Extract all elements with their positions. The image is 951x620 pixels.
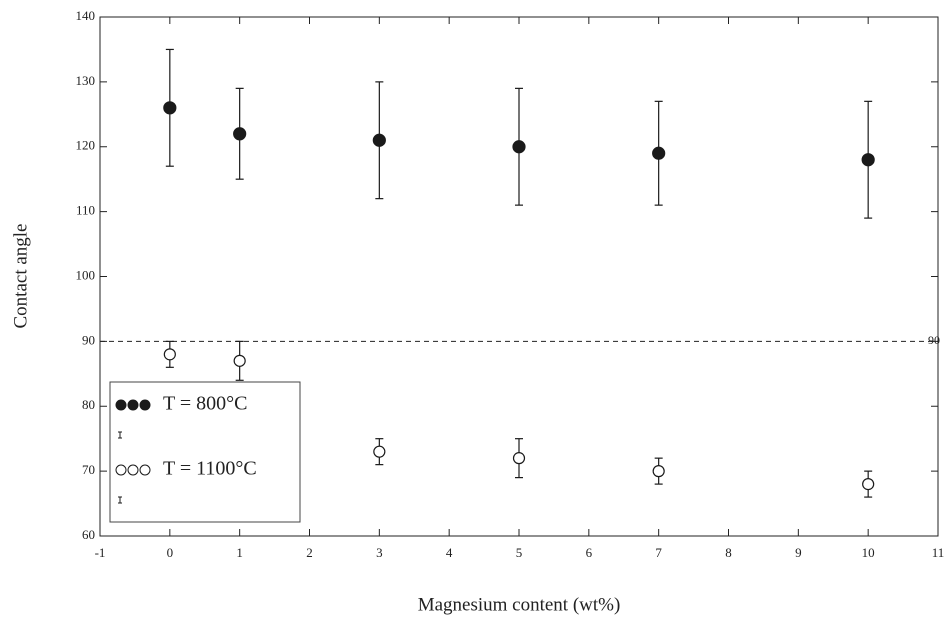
x-tick-label: 8 [725, 545, 732, 560]
legend-label: T = 800°C [163, 393, 247, 415]
y-tick-label: 110 [76, 203, 95, 218]
marker [513, 141, 525, 153]
reference-label: 90 [928, 333, 940, 347]
marker [863, 479, 874, 490]
y-tick-label: 130 [76, 73, 96, 88]
marker [653, 147, 665, 159]
x-tick-label: -1 [95, 545, 106, 560]
y-tick-label: 100 [76, 267, 96, 282]
y-tick-label: 70 [82, 462, 95, 477]
x-tick-label: 10 [862, 545, 875, 560]
legend-marker [116, 400, 126, 410]
marker [653, 466, 664, 477]
legend-marker [128, 465, 138, 475]
marker [164, 349, 175, 360]
legend-marker [128, 400, 138, 410]
y-tick-label: 80 [82, 397, 95, 412]
x-tick-label: 5 [516, 545, 523, 560]
x-tick-label: 3 [376, 545, 383, 560]
marker [862, 154, 874, 166]
y-axis-label: Contact angle [10, 224, 31, 329]
marker [234, 355, 245, 366]
marker [374, 446, 385, 457]
marker [234, 128, 246, 140]
x-tick-label: 2 [306, 545, 313, 560]
y-tick-label: 60 [82, 527, 95, 542]
x-tick-label: 4 [446, 545, 453, 560]
x-tick-label: 6 [586, 545, 593, 560]
y-tick-label: 120 [76, 138, 96, 153]
marker [164, 102, 176, 114]
x-tick-label: 9 [795, 545, 802, 560]
legend-marker [140, 400, 150, 410]
marker [514, 453, 525, 464]
x-axis-label: Magnesium content (wt%) [418, 594, 621, 615]
legend-marker [140, 465, 150, 475]
legend-label: T = 1100°C [163, 458, 257, 480]
marker [373, 134, 385, 146]
x-tick-label: 7 [655, 545, 662, 560]
x-tick-label: 0 [167, 545, 174, 560]
chart: Magnesium content (wt%) Contact angle -1… [0, 0, 951, 620]
y-tick-label: 90 [82, 332, 95, 347]
x-tick-label: 11 [932, 545, 945, 560]
y-tick-label: 140 [76, 8, 96, 23]
legend-marker [116, 465, 126, 475]
x-tick-label: 1 [236, 545, 243, 560]
